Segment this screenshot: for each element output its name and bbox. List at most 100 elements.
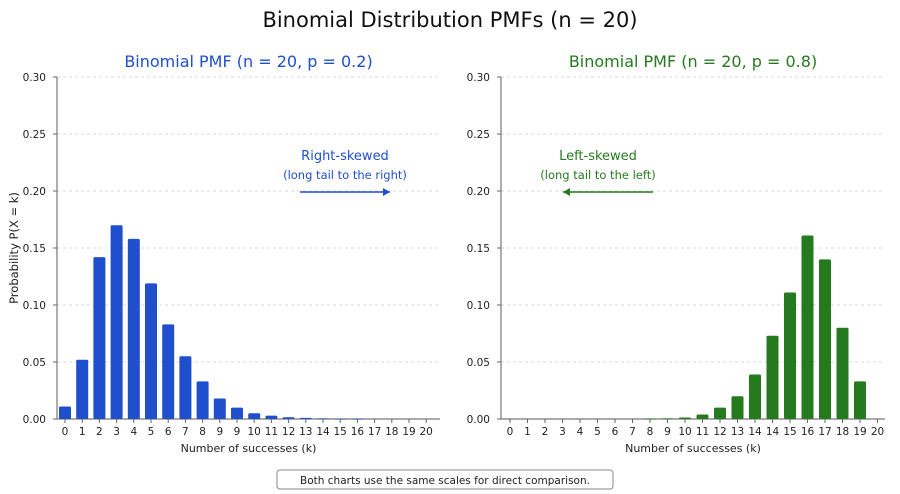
bar-k-16: [801, 235, 814, 419]
x-tick-label: 17: [818, 426, 831, 438]
x-tick-label: 10: [678, 426, 691, 438]
bar-k-14: [766, 335, 779, 419]
y-tick-label: 0.30: [23, 72, 46, 84]
main-title: Binomial Distribution PMFs (n = 20): [262, 8, 637, 32]
x-tick-label: 9: [216, 426, 223, 438]
y-tick-label: 0.15: [467, 243, 490, 255]
x-tick-label: 15: [334, 426, 347, 438]
y-tick-label: 0.05: [23, 357, 46, 369]
x-tick-label: 3: [113, 426, 120, 438]
x-tick-label: 8: [199, 426, 206, 438]
bar-k-4: [127, 238, 140, 419]
bar-k-8: [196, 381, 209, 419]
x-tick-label: 17: [368, 426, 381, 438]
arrowhead-icon: [563, 188, 570, 196]
bar-k-7: [179, 356, 192, 419]
arrowhead-icon: [383, 188, 390, 196]
bar-k-13: [731, 396, 744, 419]
y-tick-label: 0.00: [467, 414, 490, 426]
x-tick-label: 13: [731, 426, 744, 438]
x-tick-label: 9: [664, 426, 671, 438]
x-tick-label: 5: [594, 426, 601, 438]
panel-2: 0.000.050.100.150.200.250.300 1 2 3 4 5 6 7 8 9 10…: [467, 52, 885, 455]
bar-k-0: [59, 406, 71, 419]
y-tick-label: 0.15: [23, 243, 46, 255]
x-tick-label: 4: [577, 426, 584, 438]
footnote-box: [276, 469, 614, 490]
x-tick-label: 13: [299, 426, 312, 438]
x-tick-label: 16: [801, 426, 815, 438]
x-tick-label: 3: [559, 426, 566, 438]
bar-k-3: [110, 225, 123, 419]
bar-k-5: [145, 283, 157, 419]
y-tick-label: 0.00: [23, 414, 46, 426]
bar-k-17: [819, 259, 831, 419]
y-tick-label: 0.25: [23, 129, 46, 141]
x-tick-label: 2: [542, 426, 549, 438]
bar-k-10: [679, 417, 691, 419]
annotation-subtitle: (long tail to the right): [283, 168, 407, 182]
x-tick-label: 1: [524, 426, 531, 438]
annotation-title: Left-skewed: [559, 149, 637, 164]
x-tick-label: 8: [647, 426, 654, 438]
x-tick-label: 5: [148, 426, 155, 438]
x-tick-label: 10: [248, 426, 261, 438]
panel-title: Binomial PMF (n = 20, p = 0.2): [124, 52, 372, 71]
x-tick-label: 0: [507, 426, 514, 438]
x-tick-label: 6: [612, 426, 619, 438]
x-tick-label: 15: [783, 426, 796, 438]
x-tick-label: 16: [351, 426, 365, 438]
bar-k-10: [248, 413, 261, 419]
bar-k-15: [784, 292, 796, 419]
x-tick-label: 7: [182, 426, 189, 438]
x-tick-label: 14: [316, 426, 330, 438]
bar-k-9: [213, 398, 226, 419]
y-tick-label: 0.30: [467, 72, 490, 84]
x-tick-label: 20: [871, 426, 884, 438]
y-tick-label: 0.25: [467, 129, 490, 141]
annotation-subtitle: (long tail to the left): [540, 168, 655, 182]
x-tick-label: 19: [853, 426, 866, 438]
x-tick-label: 7: [629, 426, 636, 438]
panel-1: 0.000.050.100.150.200.250.300 1 2 3 4 5 6 7 8 9 9 1…: [7, 52, 440, 455]
y-tick-label: 0.20: [467, 186, 490, 198]
y-tick-label: 0.20: [23, 186, 46, 198]
x-tick-label: 12: [282, 426, 295, 438]
bar-k-14: [317, 418, 329, 420]
footnote: Both charts use the same scales for dire…: [300, 475, 590, 487]
x-tick-label: 2: [96, 426, 103, 438]
x-tick-label: 12: [713, 426, 726, 438]
x-tick-label: 18: [385, 426, 398, 438]
annotation-title: Right-skewed: [301, 149, 389, 164]
bar-k-13: [299, 417, 312, 419]
bar-k-11: [696, 414, 709, 419]
x-tick-label: 19: [402, 426, 415, 438]
bar-k-2: [93, 257, 106, 419]
bar-k-11: [265, 415, 278, 419]
bar-k-14: [749, 374, 761, 419]
panel-title: Binomial PMF (n = 20, p = 0.8): [569, 52, 817, 71]
bar-k-12: [714, 407, 726, 419]
x-tick-label: 11: [696, 426, 709, 438]
x-tick-label: 14: [766, 426, 780, 438]
x-tick-label: 1: [79, 426, 86, 438]
bar-k-19: [854, 381, 866, 419]
x-axis-label: Number of successes (k): [625, 442, 761, 455]
x-tick-label: 6: [165, 426, 172, 438]
bar-k-6: [162, 324, 175, 419]
bar-k-12: [282, 417, 295, 419]
y-tick-label: 0.05: [467, 357, 490, 369]
bar-k-9: [661, 418, 674, 420]
x-tick-label: 11: [265, 426, 278, 438]
x-axis-label: Number of successes (k): [181, 442, 317, 455]
x-tick-label: 20: [420, 426, 433, 438]
bar-k-18: [836, 327, 849, 419]
y-tick-label: 0.10: [467, 300, 490, 312]
x-tick-label: 14: [748, 426, 762, 438]
x-tick-label: 18: [836, 426, 849, 438]
bar-k-1: [76, 359, 89, 419]
x-tick-label: 9: [234, 426, 241, 438]
y-axis-label: Probability P(X = k): [7, 192, 21, 304]
y-tick-label: 0.10: [23, 300, 46, 312]
